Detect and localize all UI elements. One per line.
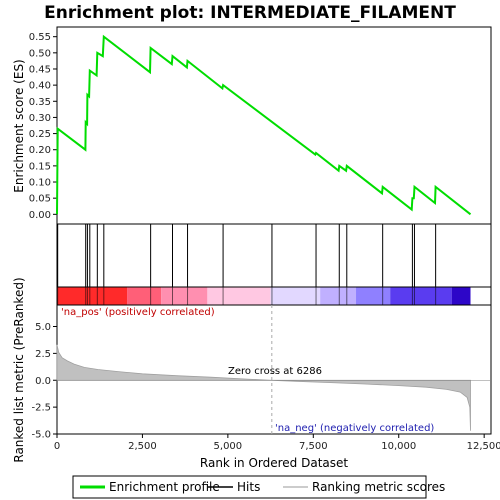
metric-panel: -5.0 -2.5 0.0 2.5 5.0 'na_pos' (positively c… — [31, 304, 492, 441]
ranking-color-band — [57, 287, 471, 305]
es-y-axis-label: Enrichment score (ES) — [12, 59, 26, 192]
es-tick-label: 0.50 — [29, 48, 51, 59]
es-tick-label: 0.40 — [29, 81, 51, 92]
legend-entry-label: Hits — [237, 480, 260, 494]
es-frame — [56, 26, 492, 225]
color-band-segment — [207, 287, 271, 305]
x-tick-label: 2,500 — [128, 441, 157, 452]
x-tick-label: 0 — [54, 441, 60, 452]
x-tick-label: 10,000 — [381, 441, 416, 452]
zero-cross-label: Zero cross at 6286 — [228, 366, 322, 377]
negative-correlation-label: 'na_neg' (negatively correlated) — [275, 423, 434, 434]
positive-correlation-label: 'na_pos' (positively correlated) — [61, 307, 215, 318]
metric-tick-label: -5.0 — [31, 430, 51, 441]
color-band-segment — [356, 287, 391, 305]
metric-axis: -5.0 -2.5 0.0 2.5 5.0 — [31, 322, 57, 441]
chart-title: Enrichment plot: INTERMEDIATE_FILAMENT — [44, 3, 456, 23]
hit-lines — [57, 224, 437, 287]
metric-tick-label: 0.0 — [35, 376, 51, 387]
metric-tick-label: -2.5 — [31, 403, 51, 414]
es-tick-label: 0.35 — [29, 97, 51, 108]
metric-area-group — [56, 305, 491, 434]
es-line-group — [56, 34, 472, 216]
color-band-segment — [451, 287, 471, 305]
legend-frame — [72, 475, 427, 499]
es-tick-label: 0.05 — [29, 194, 51, 205]
color-band-segment — [270, 287, 321, 305]
legend: Enrichment profile Hits Ranking metric sco… — [72, 475, 445, 499]
metric-frame — [56, 304, 492, 435]
legend-entry-label: Enrichment profile — [109, 480, 220, 494]
color-band-segment — [57, 287, 128, 305]
es-axis: 0.00 0.05 0.10 0.15 0.20 0.25 0.30 0.35 0.40 0.45… — [29, 32, 57, 221]
legend-entry-label: Ranking metric scores — [312, 480, 445, 494]
es-tick-label: 0.00 — [29, 210, 51, 221]
color-band-segment — [320, 287, 357, 305]
x-axis-label: Rank in Ordered Dataset — [200, 456, 348, 470]
x-tick-label: 12,500 — [467, 441, 500, 452]
metric-tick-label: 2.5 — [35, 349, 51, 360]
enrichment-profile-line — [56, 34, 472, 216]
es-tick-label: 0.55 — [29, 32, 51, 43]
color-band-segment — [161, 287, 208, 305]
color-band-segment — [127, 287, 162, 305]
x-tick-label: 5,000 — [214, 441, 243, 452]
metric-tick-label: 5.0 — [35, 322, 51, 333]
es-panel: 0.00 0.05 0.10 0.15 0.20 0.25 0.30 0.35 0.40 0.45… — [29, 26, 492, 225]
ranking-metric-area — [56, 344, 471, 431]
hits-panel — [56, 223, 492, 288]
hits-frame — [56, 223, 492, 288]
x-tick-label: 7,500 — [299, 441, 328, 452]
es-tick-label: 0.15 — [29, 161, 51, 172]
es-tick-label: 0.45 — [29, 64, 51, 75]
metric-y-axis-label: Ranked list metric (PreRanked) — [12, 277, 26, 462]
color-band-segment — [390, 287, 452, 305]
x-axis: 0 2,500 5,000 7,500 10,000 12,500 — [54, 434, 500, 452]
es-tick-label: 0.30 — [29, 113, 51, 124]
es-tick-label: 0.20 — [29, 145, 51, 156]
es-tick-label: 0.10 — [29, 178, 51, 189]
es-tick-label: 0.25 — [29, 129, 51, 140]
